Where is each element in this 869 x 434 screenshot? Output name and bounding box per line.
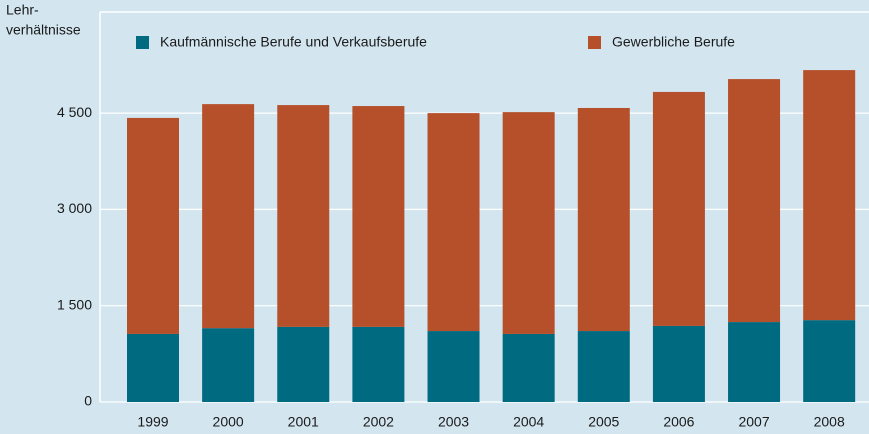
x-tick-label: 2005 [588, 414, 619, 430]
x-tick-label: 1999 [137, 414, 168, 430]
legend-swatch [588, 36, 601, 49]
bar-segment [127, 117, 179, 334]
bar-segment [803, 70, 856, 321]
x-tick-label: 2007 [738, 414, 769, 430]
x-tick-label: 2003 [438, 414, 469, 430]
bar-segment [652, 325, 705, 402]
bar-segment [352, 326, 405, 402]
bar-segment [502, 333, 555, 402]
bar-segment [502, 112, 555, 334]
bar-segment [277, 105, 330, 327]
y-tick-label: 3 000 [57, 200, 92, 216]
bar-segment [427, 113, 480, 332]
bar-segment [277, 326, 330, 402]
bar-segment [577, 107, 630, 332]
bar-segment [202, 328, 255, 402]
bar-segment [803, 320, 856, 402]
bar-segment [352, 106, 405, 327]
bar-segment [728, 79, 781, 323]
x-tick-label: 2001 [288, 414, 319, 430]
x-tick-label: 2006 [663, 414, 694, 430]
bar-segment [202, 104, 255, 329]
y-tick-label: 0 [84, 393, 92, 409]
bar-segment [652, 91, 705, 326]
bar-segment [728, 322, 781, 402]
legend-label: Kaufmännische Berufe und Verkaufsberufe [160, 34, 427, 50]
y-axis-label: verhältnisse [6, 22, 81, 38]
x-tick-label: 2008 [814, 414, 845, 430]
x-tick-label: 2004 [513, 414, 544, 430]
x-tick-label: 2000 [213, 414, 244, 430]
bar-segment [577, 331, 630, 402]
legend-swatch [136, 36, 149, 49]
legend-label: Gewerbliche Berufe [612, 34, 735, 50]
y-axis-label: Lehr- [6, 2, 39, 18]
y-tick-label: 1 500 [57, 296, 92, 312]
bar-segment [427, 331, 480, 402]
y-tick-label: 4 500 [57, 104, 92, 120]
bar-segment [127, 333, 179, 402]
x-tick-label: 2002 [363, 414, 394, 430]
